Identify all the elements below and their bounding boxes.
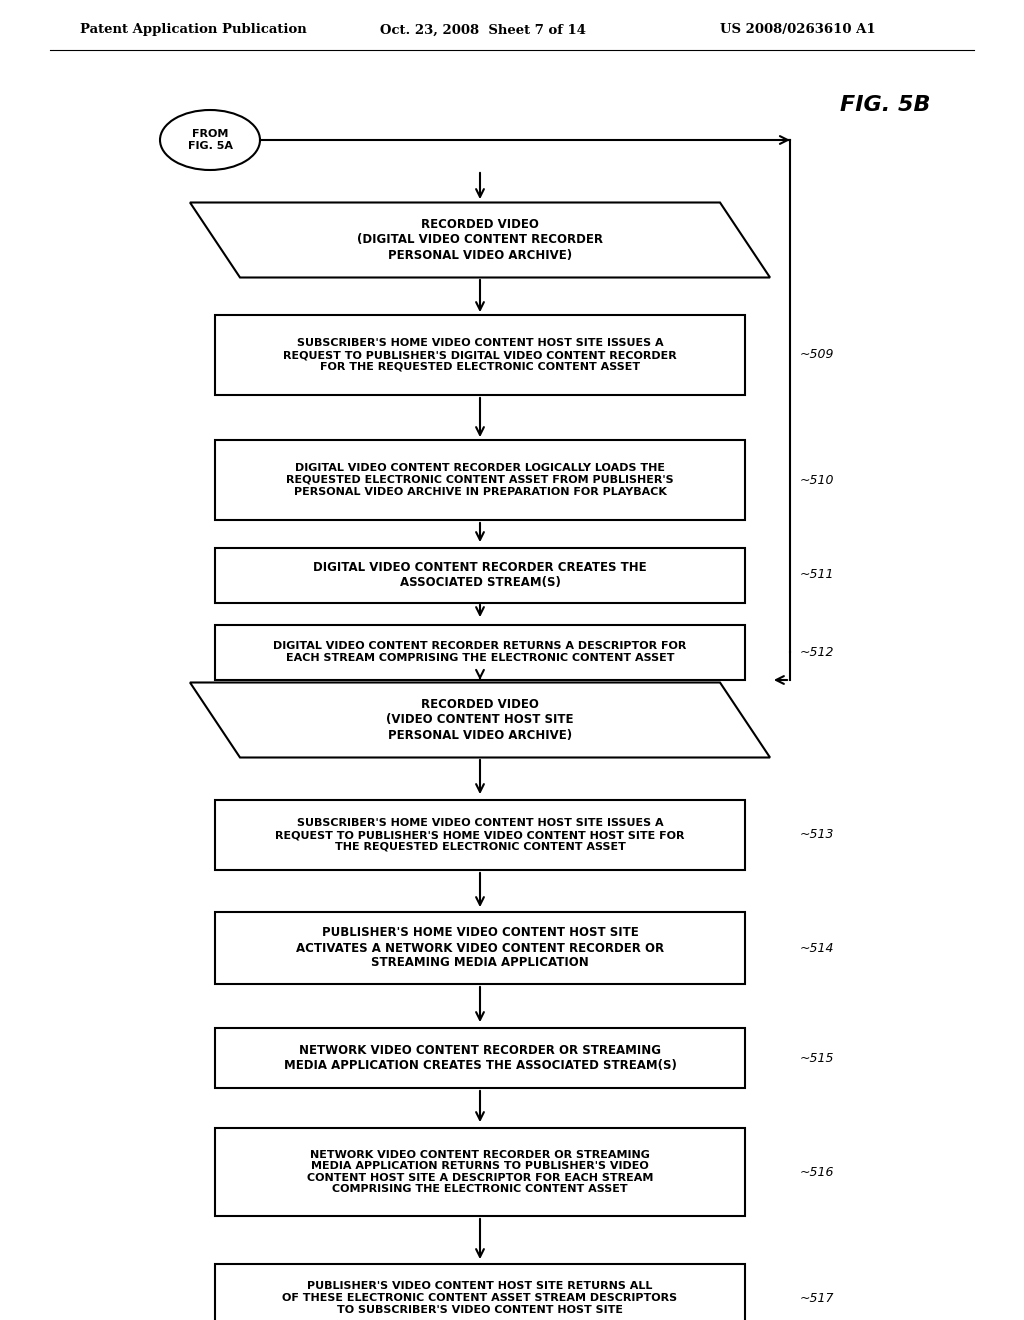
FancyBboxPatch shape: [215, 548, 745, 602]
Polygon shape: [190, 202, 770, 277]
Ellipse shape: [160, 110, 260, 170]
Text: ~517: ~517: [800, 1291, 835, 1304]
Text: DIGITAL VIDEO CONTENT RECORDER RETURNS A DESCRIPTOR FOR
EACH STREAM COMPRISING T: DIGITAL VIDEO CONTENT RECORDER RETURNS A…: [273, 642, 687, 663]
FancyBboxPatch shape: [215, 624, 745, 680]
Text: SUBSCRIBER'S HOME VIDEO CONTENT HOST SITE ISSUES A
REQUEST TO PUBLISHER'S DIGITA: SUBSCRIBER'S HOME VIDEO CONTENT HOST SIT…: [283, 338, 677, 372]
FancyBboxPatch shape: [215, 1129, 745, 1216]
Text: ~511: ~511: [800, 569, 835, 582]
Text: ~509: ~509: [800, 348, 835, 362]
Text: DIGITAL VIDEO CONTENT RECORDER LOGICALLY LOADS THE
REQUESTED ELECTRONIC CONTENT : DIGITAL VIDEO CONTENT RECORDER LOGICALLY…: [286, 463, 674, 496]
Text: SUBSCRIBER'S HOME VIDEO CONTENT HOST SITE ISSUES A
REQUEST TO PUBLISHER'S HOME V: SUBSCRIBER'S HOME VIDEO CONTENT HOST SIT…: [275, 818, 685, 851]
FancyBboxPatch shape: [215, 440, 745, 520]
Text: NETWORK VIDEO CONTENT RECORDER OR STREAMING
MEDIA APPLICATION RETURNS TO PUBLISH: NETWORK VIDEO CONTENT RECORDER OR STREAM…: [307, 1150, 653, 1195]
Text: ~515: ~515: [800, 1052, 835, 1064]
Text: ~510: ~510: [800, 474, 835, 487]
Text: ~512: ~512: [800, 645, 835, 659]
Text: ~513: ~513: [800, 829, 835, 842]
FancyBboxPatch shape: [215, 912, 745, 983]
Text: RECORDED VIDEO
(VIDEO CONTENT HOST SITE
PERSONAL VIDEO ARCHIVE): RECORDED VIDEO (VIDEO CONTENT HOST SITE …: [386, 698, 573, 742]
Text: FROM
FIG. 5A: FROM FIG. 5A: [187, 129, 232, 150]
Text: FIG. 5B: FIG. 5B: [840, 95, 931, 115]
Text: ~516: ~516: [800, 1166, 835, 1179]
FancyBboxPatch shape: [215, 1028, 745, 1088]
FancyBboxPatch shape: [215, 1265, 745, 1320]
Text: DIGITAL VIDEO CONTENT RECORDER CREATES THE
ASSOCIATED STREAM(S): DIGITAL VIDEO CONTENT RECORDER CREATES T…: [313, 561, 647, 589]
Text: NETWORK VIDEO CONTENT RECORDER OR STREAMING
MEDIA APPLICATION CREATES THE ASSOCI: NETWORK VIDEO CONTENT RECORDER OR STREAM…: [284, 1044, 677, 1072]
Text: ~514: ~514: [800, 941, 835, 954]
Text: RECORDED VIDEO
(DIGITAL VIDEO CONTENT RECORDER
PERSONAL VIDEO ARCHIVE): RECORDED VIDEO (DIGITAL VIDEO CONTENT RE…: [357, 219, 603, 261]
Text: US 2008/0263610 A1: US 2008/0263610 A1: [720, 24, 876, 37]
Text: PUBLISHER'S HOME VIDEO CONTENT HOST SITE
ACTIVATES A NETWORK VIDEO CONTENT RECOR: PUBLISHER'S HOME VIDEO CONTENT HOST SITE…: [296, 927, 664, 969]
Text: Patent Application Publication: Patent Application Publication: [80, 24, 307, 37]
FancyBboxPatch shape: [215, 315, 745, 395]
Polygon shape: [190, 682, 770, 758]
FancyBboxPatch shape: [215, 800, 745, 870]
Text: Oct. 23, 2008  Sheet 7 of 14: Oct. 23, 2008 Sheet 7 of 14: [380, 24, 586, 37]
Text: PUBLISHER'S VIDEO CONTENT HOST SITE RETURNS ALL
OF THESE ELECTRONIC CONTENT ASSE: PUBLISHER'S VIDEO CONTENT HOST SITE RETU…: [283, 1282, 678, 1315]
